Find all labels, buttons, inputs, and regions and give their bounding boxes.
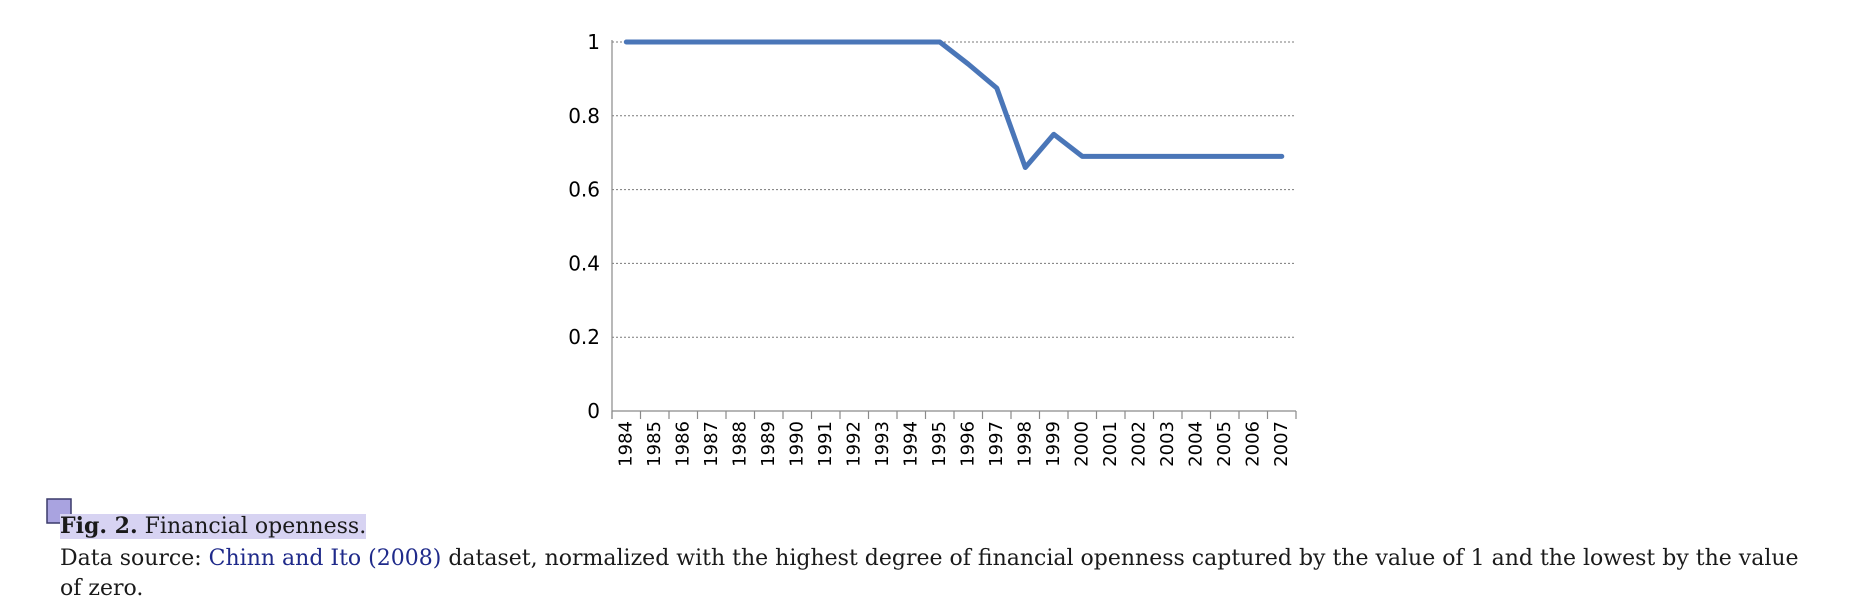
x-tick-label-11: 1995 xyxy=(929,421,950,467)
y-tick-label-1: 0.2 xyxy=(568,325,600,349)
x-tick-label-9: 1993 xyxy=(872,421,893,467)
line-chart: 0 0.2 0.4 0.6 0.8 1 1984 1985 1986 1987 1988 1989 19… xyxy=(0,0,1850,500)
x-tick-label-20: 2004 xyxy=(1185,421,1206,467)
caption-fig-label: Fig. 2. xyxy=(60,513,138,539)
series-line-0 xyxy=(626,42,1282,168)
x-tick-label-10: 1994 xyxy=(900,421,921,467)
x-tick-label-14: 1998 xyxy=(1014,421,1035,467)
x-tick-label-17: 2001 xyxy=(1100,421,1121,467)
x-tick-label-8: 1992 xyxy=(843,421,864,467)
caption-title-text: Financial openness. xyxy=(138,514,367,539)
chart-container: 0 0.2 0.4 0.6 0.8 1 1984 1985 1986 1987 1988 1989 19… xyxy=(0,0,1850,500)
caption-title: Fig. 2. Financial openness. xyxy=(60,514,366,539)
x-tick-label-22: 2006 xyxy=(1242,421,1263,467)
caption-body-prefix: Data source: xyxy=(60,546,209,571)
y-tick-label-5: 1 xyxy=(587,30,600,54)
x-tick-label-13: 1997 xyxy=(986,421,1007,467)
y-tick-label-3: 0.6 xyxy=(568,178,600,202)
citation-link[interactable]: Chinn and Ito (2008) xyxy=(209,546,442,571)
x-tick-label-18: 2002 xyxy=(1128,421,1149,467)
y-tick-label-2: 0.4 xyxy=(568,251,600,275)
x-tick-label-12: 1996 xyxy=(957,421,978,467)
x-tick-label-1: 1985 xyxy=(644,421,665,467)
x-tick-label-4: 1988 xyxy=(729,421,750,467)
x-tick-label-15: 1999 xyxy=(1043,421,1064,467)
x-tick-label-5: 1989 xyxy=(758,421,779,467)
x-tick-label-19: 2003 xyxy=(1157,421,1178,467)
x-tick-label-6: 1990 xyxy=(786,421,807,467)
x-tick-label-2: 1986 xyxy=(672,421,693,467)
x-tick-label-21: 2005 xyxy=(1214,421,1235,467)
y-tick-label-0: 0 xyxy=(587,399,600,423)
x-tick-label-0: 1984 xyxy=(615,421,636,467)
caption-body: Data source: Chinn and Ito (2008) datase… xyxy=(60,544,1820,604)
figure-caption: Fig. 2. Financial openness. Data source:… xyxy=(60,511,1820,604)
x-tick-label-16: 2000 xyxy=(1071,421,1092,467)
x-tick-label-7: 1991 xyxy=(815,421,836,467)
x-tick-label-3: 1987 xyxy=(701,421,722,467)
y-tick-label-4: 0.8 xyxy=(568,104,600,128)
x-tick-label-23: 2007 xyxy=(1271,421,1292,467)
